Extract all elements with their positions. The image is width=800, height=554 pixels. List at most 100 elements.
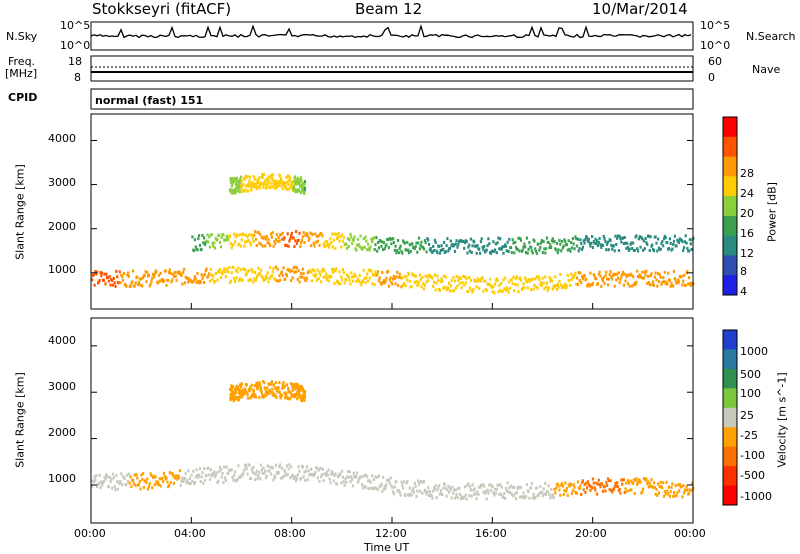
echo-cell <box>596 239 599 243</box>
echo-cell <box>462 274 465 278</box>
echo-cell <box>320 232 323 235</box>
echo-cell <box>281 187 284 191</box>
echo-cell <box>683 246 686 249</box>
echo-cell <box>109 283 112 287</box>
echo-cell <box>271 393 274 397</box>
echo-cell <box>619 237 622 241</box>
echo-cell <box>460 495 463 499</box>
echo-cell <box>362 237 365 241</box>
echo-cell <box>462 240 465 243</box>
echo-cell <box>645 241 648 245</box>
echo-cell <box>175 474 178 478</box>
power-cbar-tick: 16 <box>740 227 754 240</box>
vel-cbar-tick: 1000 <box>740 345 768 358</box>
echo-cell <box>514 497 518 500</box>
echo-cell <box>616 276 620 280</box>
echo-cell <box>452 492 455 495</box>
echo-cell <box>439 248 442 252</box>
echo-cell <box>468 276 471 279</box>
echo-cell <box>265 234 268 238</box>
echo-cell <box>432 284 435 288</box>
echo-cell <box>619 277 622 281</box>
echo-cell <box>293 387 296 391</box>
echo-cell <box>403 275 406 279</box>
echo-cell <box>399 493 402 497</box>
echo-cell <box>165 283 168 287</box>
echo-cell <box>575 491 579 495</box>
echo-cell <box>632 283 635 287</box>
velocity-colorbar-segment <box>723 485 737 506</box>
echo-cell <box>254 393 257 397</box>
velocity-colorbar-frame <box>722 329 738 506</box>
echo-cell <box>578 279 581 282</box>
echo-cell <box>564 282 567 286</box>
echo-cell <box>554 491 557 495</box>
echo-cell <box>475 285 478 289</box>
echo-cell <box>560 249 563 253</box>
echo-cell <box>199 280 202 284</box>
echo-cell <box>221 272 224 276</box>
echo-cell <box>488 242 491 246</box>
echo-cell <box>330 275 333 278</box>
echo-cell <box>682 484 685 488</box>
echo-cell <box>256 273 259 277</box>
nsky-label: N.Sky <box>6 30 38 43</box>
echo-cell <box>229 188 232 191</box>
power-colorbar-segment <box>723 255 737 276</box>
echo-cell <box>565 489 568 493</box>
echo-cell <box>270 391 273 395</box>
echo-cell <box>561 484 564 488</box>
echo-cell <box>470 251 473 254</box>
echo-cell <box>412 490 416 494</box>
echo-cell <box>421 275 424 279</box>
echo-cell <box>481 483 484 487</box>
echo-cell <box>275 279 278 283</box>
echo-cell <box>336 482 339 486</box>
xtick: 12:00 <box>375 527 407 540</box>
power-colorbar <box>722 116 738 296</box>
echo-cell <box>635 280 638 284</box>
echo-cell <box>652 280 655 284</box>
echo-cell <box>258 381 261 385</box>
echo-cell <box>630 241 633 245</box>
velocity-colorbar <box>722 329 738 506</box>
echo-cell <box>127 271 130 275</box>
echo-cell <box>529 278 532 282</box>
echo-cell <box>413 246 416 250</box>
echo-cell <box>249 175 252 179</box>
echo-cell <box>211 241 214 245</box>
nave-tick-bottom: 0 <box>708 71 715 84</box>
echo-cell <box>304 186 307 190</box>
echo-cell <box>246 189 250 193</box>
echo-cell <box>348 470 351 474</box>
echo-cell <box>254 183 258 187</box>
echo-cell <box>258 470 261 474</box>
echo-cell <box>684 284 687 287</box>
echo-cell <box>449 488 452 492</box>
echo-cell <box>302 231 305 235</box>
echo-cell <box>128 481 131 485</box>
echo-cell <box>266 392 269 395</box>
echo-cell <box>371 474 374 478</box>
echo-cell <box>600 284 603 288</box>
echo-cell <box>248 463 251 467</box>
echo-cell <box>634 283 637 287</box>
echo-cell <box>291 276 294 280</box>
echo-cell <box>563 238 566 242</box>
echo-cell <box>597 478 600 482</box>
echo-cell <box>155 480 158 484</box>
echo-cell <box>92 273 95 277</box>
echo-cell <box>374 475 377 479</box>
echo-cell <box>274 386 277 390</box>
echo-cell <box>200 475 203 479</box>
echo-cell <box>626 273 629 277</box>
echo-cell <box>233 232 236 236</box>
echo-cell <box>239 277 242 281</box>
echo-cell <box>654 271 657 275</box>
echo-cell <box>297 465 300 469</box>
echo-cell <box>159 484 162 488</box>
echo-cell <box>387 479 390 483</box>
echo-cell <box>311 232 314 236</box>
echo-cell <box>259 383 262 387</box>
echo-cell <box>210 233 213 236</box>
